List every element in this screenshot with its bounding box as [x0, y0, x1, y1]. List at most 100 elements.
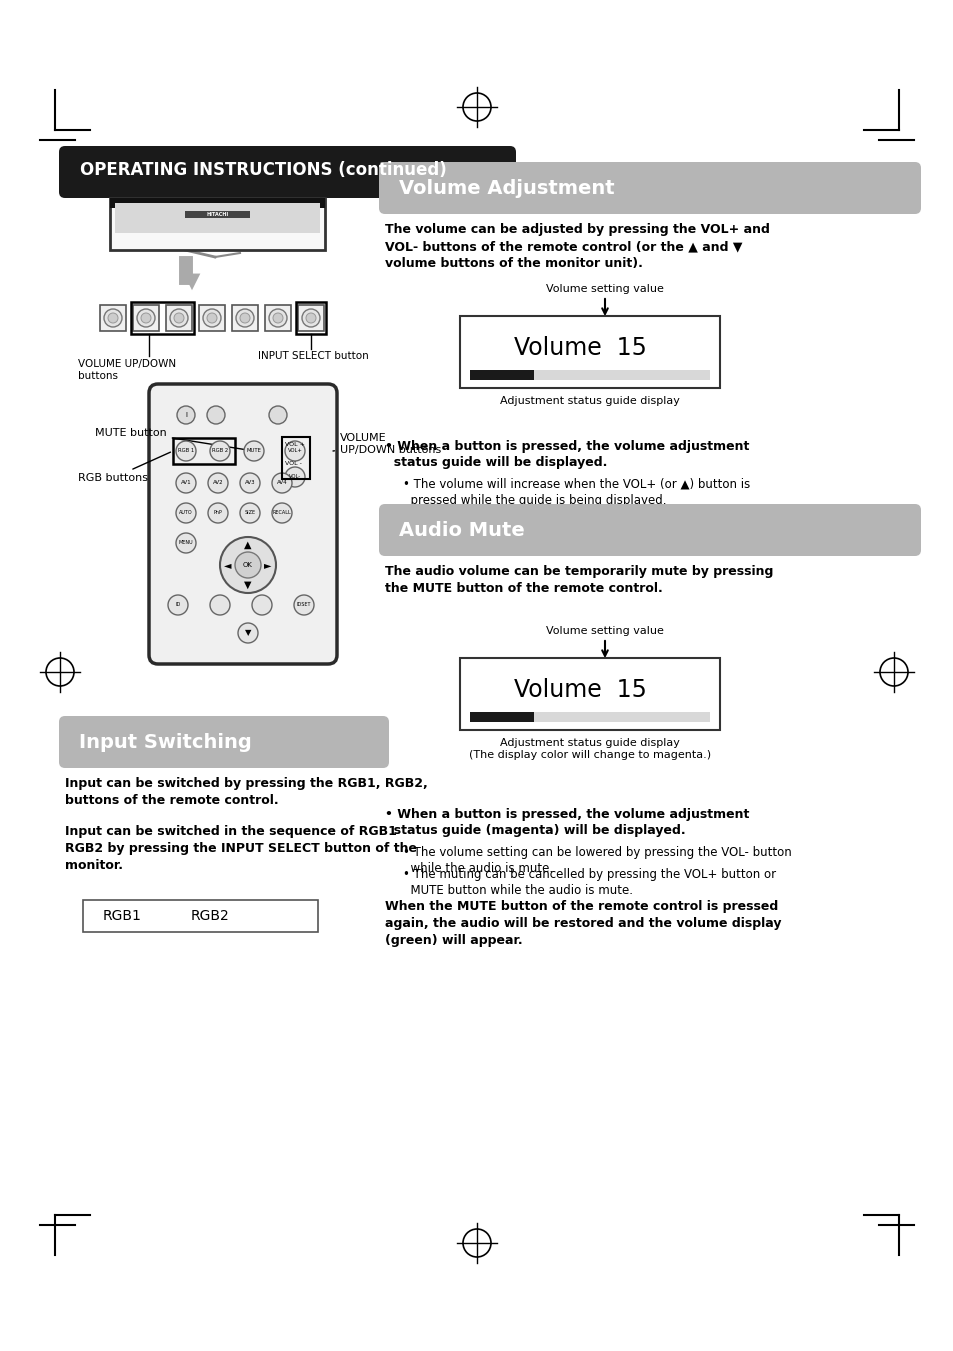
Bar	[459, 316, 720, 388]
Text: RGB 2: RGB 2	[212, 449, 228, 454]
Text: • The muting can be cancelled by pressing the VOL+ button or
  MUTE button while: • The muting can be cancelled by pressin…	[402, 867, 776, 897]
Text: MUTE: MUTE	[246, 449, 261, 454]
Bar	[110, 199, 325, 208]
Circle shape	[240, 503, 260, 523]
Circle shape	[285, 467, 305, 486]
Bar	[265, 305, 291, 331]
Text: • The volume will increase when the VOL+ (or ▲) button is
  pressed while the gu: • The volume will increase when the VOL+…	[402, 478, 749, 507]
Bar	[132, 305, 159, 331]
Circle shape	[108, 313, 118, 323]
FancyBboxPatch shape	[378, 504, 920, 557]
Text: Audio Mute: Audio Mute	[398, 520, 524, 539]
Circle shape	[240, 313, 250, 323]
Text: Volume Adjustment: Volume Adjustment	[398, 178, 614, 197]
Bar	[172, 438, 234, 463]
Circle shape	[168, 594, 188, 615]
Bar	[199, 305, 225, 331]
Circle shape	[237, 623, 257, 643]
Text: Input Switching: Input Switching	[79, 732, 252, 751]
Bar	[534, 370, 709, 380]
Text: Volume  15: Volume 15	[513, 678, 646, 703]
Circle shape	[252, 594, 272, 615]
FancyBboxPatch shape	[59, 716, 389, 767]
Circle shape	[208, 473, 228, 493]
Circle shape	[302, 309, 319, 327]
Text: Volume setting value: Volume setting value	[545, 284, 663, 295]
Text: AUTO: AUTO	[179, 511, 193, 516]
Circle shape	[272, 473, 292, 493]
Bar	[459, 658, 720, 730]
Circle shape	[240, 473, 260, 493]
Circle shape	[175, 473, 195, 493]
Text: Adjustment status guide display: Adjustment status guide display	[499, 396, 679, 407]
Circle shape	[273, 313, 283, 323]
Text: RGB buttons: RGB buttons	[78, 453, 171, 484]
Text: VOL-: VOL-	[289, 474, 301, 480]
Circle shape	[210, 440, 230, 461]
Circle shape	[285, 440, 305, 461]
Bar	[115, 203, 319, 232]
Text: PnP: PnP	[213, 511, 222, 516]
Bar	[534, 712, 709, 721]
Text: Adjustment status guide display
(The display color will change to magenta.): Adjustment status guide display (The dis…	[469, 738, 710, 761]
Circle shape	[235, 309, 253, 327]
Bar	[282, 436, 310, 480]
Bar	[297, 305, 324, 331]
Bar	[470, 370, 534, 380]
Bar	[185, 211, 250, 218]
Text: VOL -: VOL -	[285, 461, 301, 466]
Text: OPERATING INSTRUCTIONS (continued): OPERATING INSTRUCTIONS (continued)	[80, 161, 446, 178]
Circle shape	[170, 309, 188, 327]
Text: I: I	[185, 412, 187, 417]
Bar	[110, 199, 325, 250]
Bar	[131, 303, 193, 334]
Circle shape	[272, 503, 292, 523]
Text: AV2: AV2	[213, 481, 223, 485]
Text: ◄: ◄	[224, 561, 232, 570]
Circle shape	[210, 594, 230, 615]
Circle shape	[175, 534, 195, 553]
Text: OK: OK	[243, 562, 253, 567]
Text: RGB2: RGB2	[191, 909, 230, 923]
Circle shape	[269, 407, 287, 424]
Circle shape	[207, 313, 216, 323]
Text: RGB1: RGB1	[103, 909, 142, 923]
Circle shape	[269, 309, 287, 327]
Text: AV1: AV1	[180, 481, 192, 485]
Text: When the MUTE button of the remote control is pressed
again, the audio will be r: When the MUTE button of the remote contr…	[385, 900, 781, 947]
Circle shape	[137, 309, 154, 327]
Circle shape	[234, 553, 261, 578]
FancyBboxPatch shape	[59, 146, 516, 199]
Text: The audio volume can be temporarily mute by pressing
the MUTE button of the remo: The audio volume can be temporarily mute…	[385, 565, 773, 594]
Text: VOLUME UP/DOWN
buttons: VOLUME UP/DOWN buttons	[78, 359, 176, 381]
Bar	[100, 305, 126, 331]
Text: IDSET: IDSET	[296, 603, 311, 608]
Text: Input can be switched by pressing the RGB1, RGB2,
buttons of the remote control.: Input can be switched by pressing the RG…	[65, 777, 427, 807]
Bar	[232, 305, 257, 331]
Circle shape	[208, 503, 228, 523]
Text: Volume  15: Volume 15	[513, 336, 646, 359]
Text: VOL +: VOL +	[285, 442, 305, 447]
Bar	[295, 303, 326, 334]
Text: Input can be switched in the sequence of RGB1
RGB2 by pressing the INPUT SELECT : Input can be switched in the sequence of…	[65, 825, 416, 871]
Bar	[470, 712, 534, 721]
Circle shape	[294, 594, 314, 615]
Bar	[83, 900, 317, 932]
Text: HITACHI: HITACHI	[207, 212, 229, 216]
Text: ▲: ▲	[244, 540, 252, 550]
Text: ID: ID	[175, 603, 180, 608]
Text: Volume setting value: Volume setting value	[545, 626, 663, 636]
Text: AV4: AV4	[276, 481, 287, 485]
Circle shape	[306, 313, 315, 323]
Text: ▼: ▼	[245, 628, 251, 638]
Bar	[166, 305, 192, 331]
Circle shape	[175, 440, 195, 461]
Text: MENU: MENU	[178, 540, 193, 546]
Circle shape	[207, 407, 225, 424]
Text: ►: ►	[264, 561, 272, 570]
Text: AV3: AV3	[244, 481, 255, 485]
Text: VOL+: VOL+	[287, 449, 302, 454]
Text: • When a button is pressed, the volume adjustment
  status guide will be display: • When a button is pressed, the volume a…	[385, 440, 749, 469]
Text: • The volume setting can be lowered by pressing the VOL- button
  while the audi: • The volume setting can be lowered by p…	[402, 846, 791, 875]
Circle shape	[104, 309, 122, 327]
